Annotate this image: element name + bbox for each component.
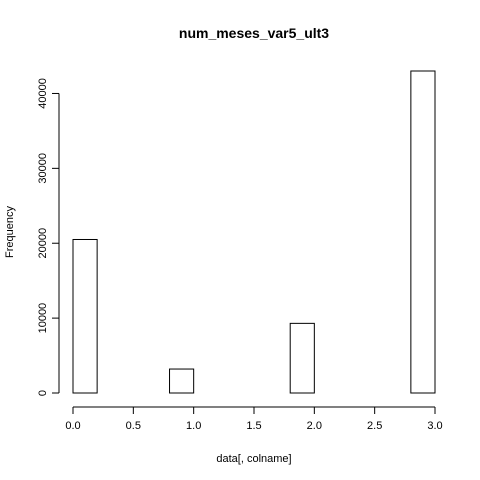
- x-tick-label-1: 0.5: [126, 420, 141, 432]
- histogram-bar-0: [72, 238, 98, 394]
- y-tick-label-3: 30000: [37, 153, 49, 184]
- histogram-bar-14: [410, 70, 436, 394]
- x-tick-label-6: 3.0: [427, 420, 442, 432]
- y-axis: 0 10000 20000 30000 40000: [37, 78, 60, 396]
- y-tick-label-1: 10000: [37, 303, 49, 334]
- chart-title: num_meses_var5_ult3: [179, 25, 329, 41]
- y-tick-label-0: 0: [37, 390, 49, 396]
- histogram-bars: [72, 70, 436, 394]
- x-axis-label: data[, colname]: [216, 453, 291, 465]
- x-tick-label-0: 0.0: [65, 420, 80, 432]
- x-axis: 0.0 0.5 1.0 1.5 2.0 2.5 3.0: [65, 406, 443, 432]
- y-tick-label-2: 20000: [37, 228, 49, 259]
- x-tick-label-2: 1.0: [186, 420, 201, 432]
- x-tick-label-3: 1.5: [246, 420, 261, 432]
- histogram-bar-4: [169, 368, 195, 394]
- x-tick-label-5: 2.5: [367, 420, 382, 432]
- y-axis-label: Frequency: [4, 206, 16, 258]
- x-tick-label-4: 2.0: [307, 420, 322, 432]
- y-tick-label-4: 40000: [37, 78, 49, 109]
- histogram-bar-9: [289, 322, 315, 394]
